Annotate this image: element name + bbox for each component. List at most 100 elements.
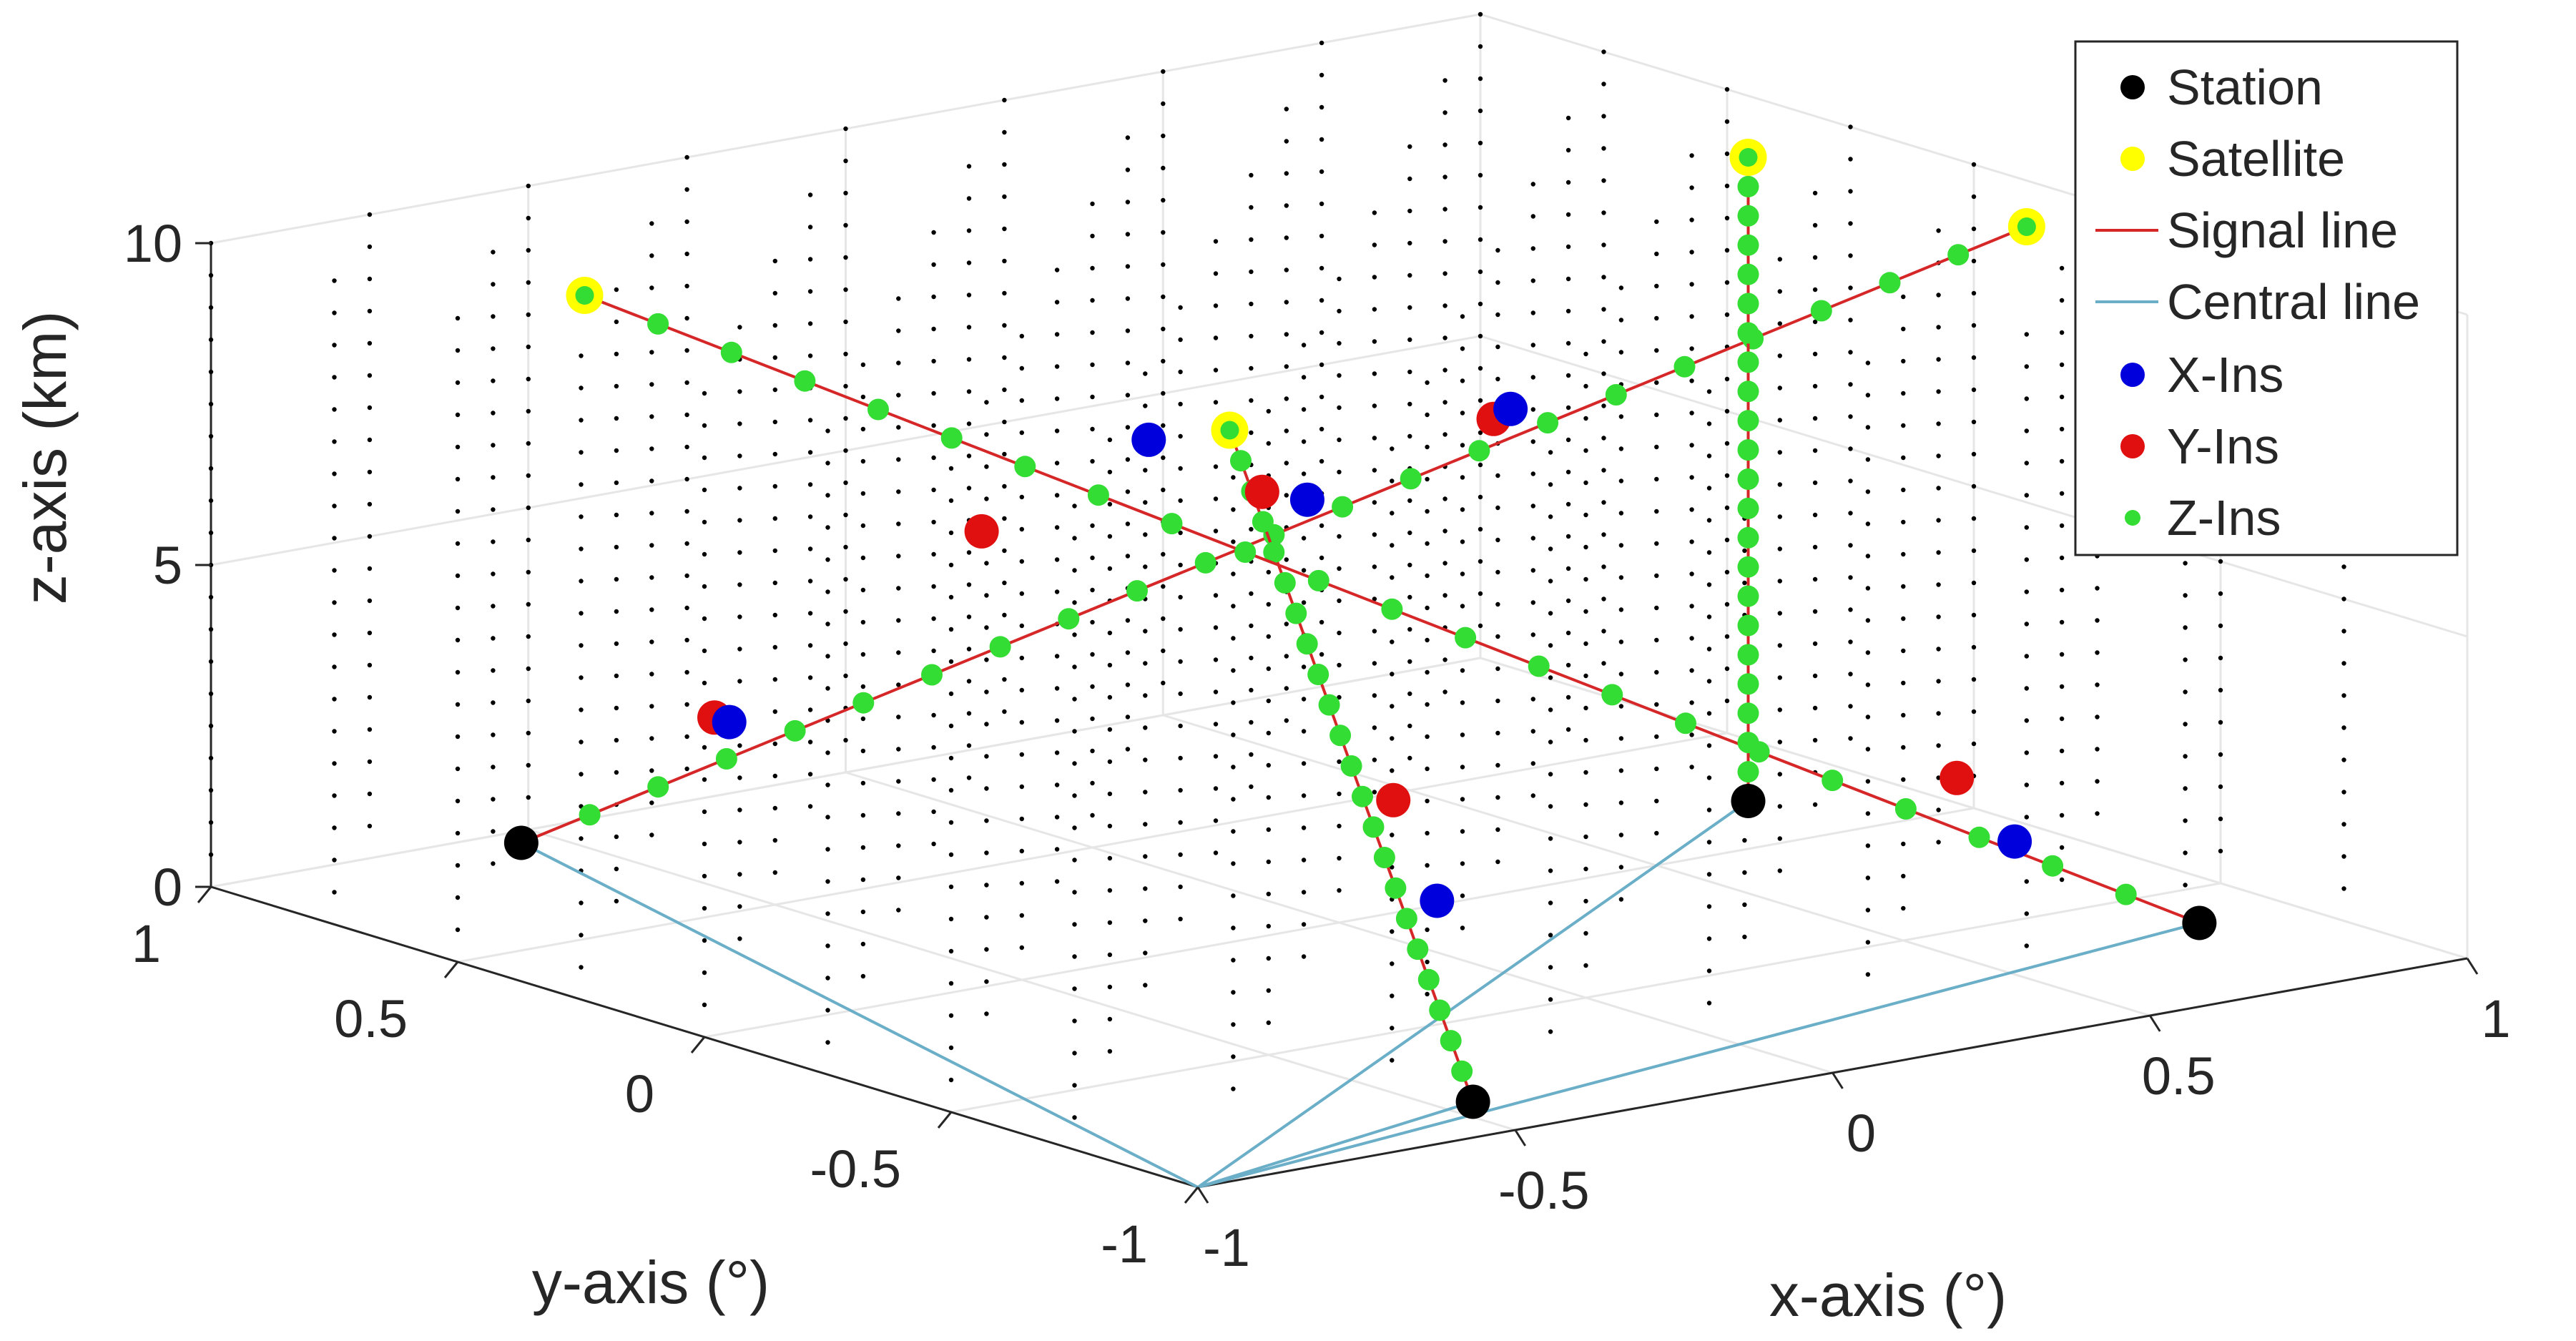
grid-dot xyxy=(1706,968,1712,973)
grid-dot xyxy=(2341,822,2346,827)
grid-dot xyxy=(1249,365,1254,371)
grid-dot xyxy=(367,373,373,378)
grid-dot xyxy=(1143,790,1148,795)
grid-dot xyxy=(1460,700,1465,705)
grid-dot xyxy=(1936,389,1941,394)
grid-dot xyxy=(455,573,461,579)
grid-dot xyxy=(526,601,531,607)
grid-dot xyxy=(984,722,989,727)
grid-dot xyxy=(367,662,373,668)
grid-dot xyxy=(684,219,689,225)
grid-dot xyxy=(1865,908,1871,913)
grid-dot xyxy=(367,823,373,829)
grid-dot xyxy=(1601,275,1606,280)
grid-dot xyxy=(843,158,848,164)
grid-dot xyxy=(614,673,619,679)
z-ins-point xyxy=(1126,580,1148,602)
grid-dot xyxy=(931,745,936,750)
grid-dot xyxy=(1143,918,1148,923)
grid-dot xyxy=(1125,489,1131,494)
grid-dot xyxy=(772,805,778,811)
grid-dot xyxy=(649,382,654,387)
grid-dot xyxy=(1161,101,1166,107)
grid-dot xyxy=(332,375,337,380)
grid-dot xyxy=(1301,439,1307,444)
grid-dot xyxy=(1901,423,1906,428)
grid-dot xyxy=(1689,571,1694,576)
grid-dot xyxy=(2183,883,2188,888)
z-ins-point xyxy=(1737,263,1759,285)
grid-dot xyxy=(931,648,936,654)
grid-dot xyxy=(1548,740,1553,745)
grid-dot xyxy=(931,326,936,332)
central-line xyxy=(520,841,1199,1189)
grid-dot xyxy=(1284,171,1289,176)
grid-dot xyxy=(1936,325,1941,330)
grid-dot xyxy=(2059,491,2065,496)
grid-dot xyxy=(1319,169,1324,175)
grid-dot xyxy=(737,775,742,780)
grid-dot xyxy=(948,755,954,761)
grid-dot xyxy=(1072,1115,1077,1120)
x-tick-mark xyxy=(1832,1072,1844,1089)
grid-dot xyxy=(896,843,901,848)
grid-dot xyxy=(526,795,531,800)
grid-dot xyxy=(1478,494,1483,500)
grid-dot xyxy=(367,727,373,732)
grid-dot xyxy=(1495,666,1500,672)
grid-dot xyxy=(1284,461,1289,466)
grid-dot xyxy=(966,550,972,555)
grid-dot xyxy=(1090,523,1095,529)
grid-dot xyxy=(1442,207,1447,212)
grid-dot xyxy=(1002,97,1007,103)
grid-dot xyxy=(896,908,901,913)
grid-dot xyxy=(1460,507,1465,512)
grid-dot xyxy=(931,390,936,396)
central-line xyxy=(1197,921,2200,1189)
grid-dot xyxy=(1425,476,1430,482)
grid-dot xyxy=(649,607,654,612)
grid-dot xyxy=(1460,797,1465,802)
grid-dot xyxy=(1301,954,1307,959)
grid-dot xyxy=(1654,251,1659,257)
grid-dot xyxy=(1812,802,1818,807)
grid-dot xyxy=(1107,662,1113,668)
grid-dot xyxy=(1372,210,1377,215)
grid-dot xyxy=(702,841,707,847)
z-ins-point xyxy=(1737,732,1759,754)
grid-dot xyxy=(2024,782,2029,787)
grid-dot xyxy=(1249,655,1254,661)
grid-dot xyxy=(1565,276,1571,282)
grid-dot xyxy=(825,686,830,691)
grid-dot xyxy=(1442,78,1447,83)
grid-dot xyxy=(1971,387,1977,393)
z-ins-point xyxy=(1737,380,1759,403)
grid-dot xyxy=(1107,534,1113,539)
grid-dot xyxy=(1442,657,1447,662)
grid-dot xyxy=(1495,376,1500,382)
grid-dot xyxy=(1495,795,1500,800)
grid-dot xyxy=(1054,493,1060,498)
grid-dot xyxy=(208,498,214,504)
grid-dot xyxy=(1565,534,1571,539)
z-ins-point xyxy=(1252,511,1274,533)
grid-dot xyxy=(860,619,866,625)
grid-dot xyxy=(1213,400,1219,405)
grid-dot xyxy=(1742,902,1747,908)
grid-dot xyxy=(1425,766,1430,772)
grid-dot xyxy=(948,1045,954,1051)
grid-dot xyxy=(491,604,496,609)
grid-dot xyxy=(1231,765,1236,770)
grid-dot xyxy=(1425,669,1430,675)
grid-dot xyxy=(1689,153,1694,158)
grid-dot xyxy=(1019,945,1025,951)
grid-dot xyxy=(1266,601,1272,607)
grid-dot xyxy=(1019,719,1025,725)
y-axis-title: y-axis (°) xyxy=(532,1249,770,1316)
grid-dot xyxy=(2059,298,2065,303)
grid-dot xyxy=(1777,868,1782,873)
grid-dot xyxy=(1565,147,1571,153)
grid-dot xyxy=(966,228,972,233)
x-tick-mark xyxy=(2466,958,2479,975)
grid-dot xyxy=(684,412,689,418)
